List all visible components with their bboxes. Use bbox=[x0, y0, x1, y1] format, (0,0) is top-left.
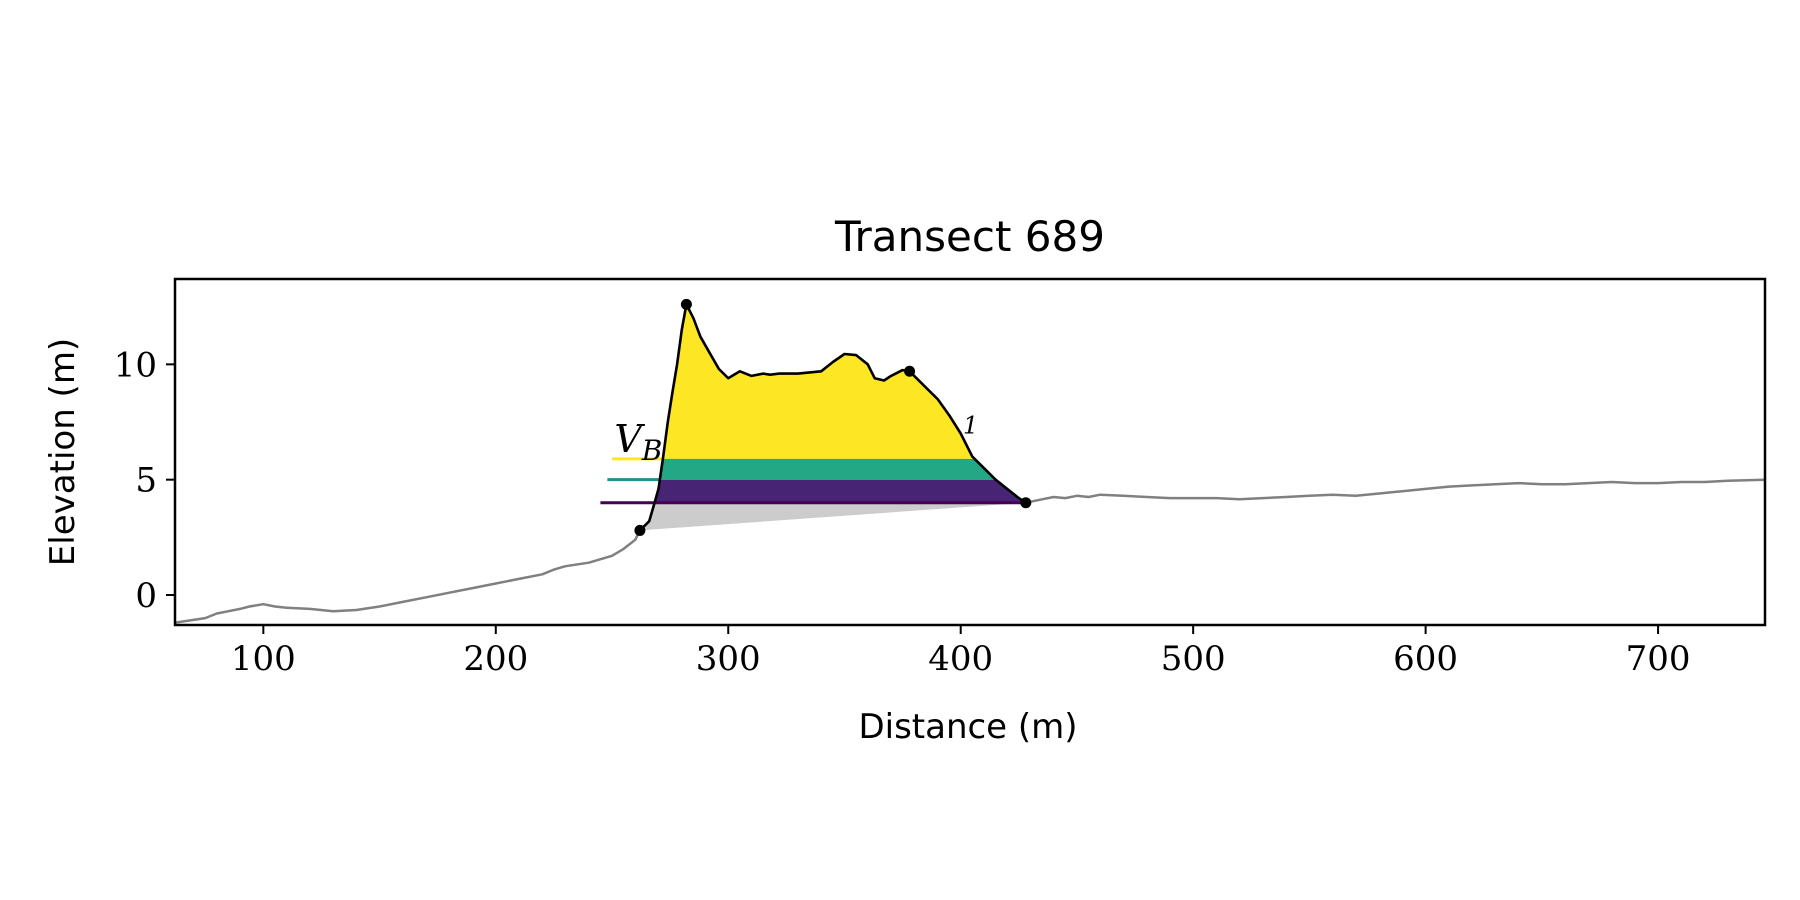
annotation-1: VB bbox=[614, 417, 662, 467]
plot-area: VB 1 bbox=[175, 298, 1765, 624]
x-tick-label: 100 bbox=[231, 639, 296, 679]
annotation-2: 1 bbox=[963, 412, 978, 440]
x-tick-label: 500 bbox=[1161, 639, 1226, 679]
chart-title: Transect 689 bbox=[834, 212, 1105, 261]
annotation-subscript: B bbox=[641, 434, 663, 467]
key-point-4 bbox=[1020, 497, 1032, 509]
dune-outline-line bbox=[638, 303, 1027, 532]
plot-content bbox=[175, 298, 1765, 624]
key-point-3 bbox=[904, 365, 916, 377]
y-tick-label: 10 bbox=[114, 345, 157, 385]
profile-line-landward bbox=[1025, 478, 1765, 504]
plot-frame bbox=[173, 277, 1767, 627]
key-point-2 bbox=[680, 298, 692, 310]
y-tick-label: 5 bbox=[135, 461, 157, 501]
volume-above-level-1 bbox=[662, 304, 975, 459]
x-tick-label: 700 bbox=[1626, 639, 1691, 679]
x-tick-label: 600 bbox=[1393, 639, 1458, 679]
y-axis: 0 5 10 bbox=[114, 345, 175, 616]
y-tick-label: 0 bbox=[135, 576, 157, 616]
y-axis-label: Elevation (m) bbox=[43, 338, 83, 566]
x-tick-label: 400 bbox=[928, 639, 993, 679]
profile-line-seaward bbox=[175, 529, 642, 624]
x-tick-label: 300 bbox=[696, 639, 761, 679]
baseline-wedge-area bbox=[639, 502, 1026, 531]
x-axis: 100 200 300 400 500 600 700 bbox=[231, 625, 1691, 679]
key-point-1 bbox=[634, 524, 646, 536]
x-tick-label: 200 bbox=[463, 639, 528, 679]
x-axis-label: Distance (m) bbox=[858, 707, 1077, 747]
volume-band-level-2 bbox=[659, 458, 996, 480]
volume-band-level-3 bbox=[654, 479, 1026, 503]
